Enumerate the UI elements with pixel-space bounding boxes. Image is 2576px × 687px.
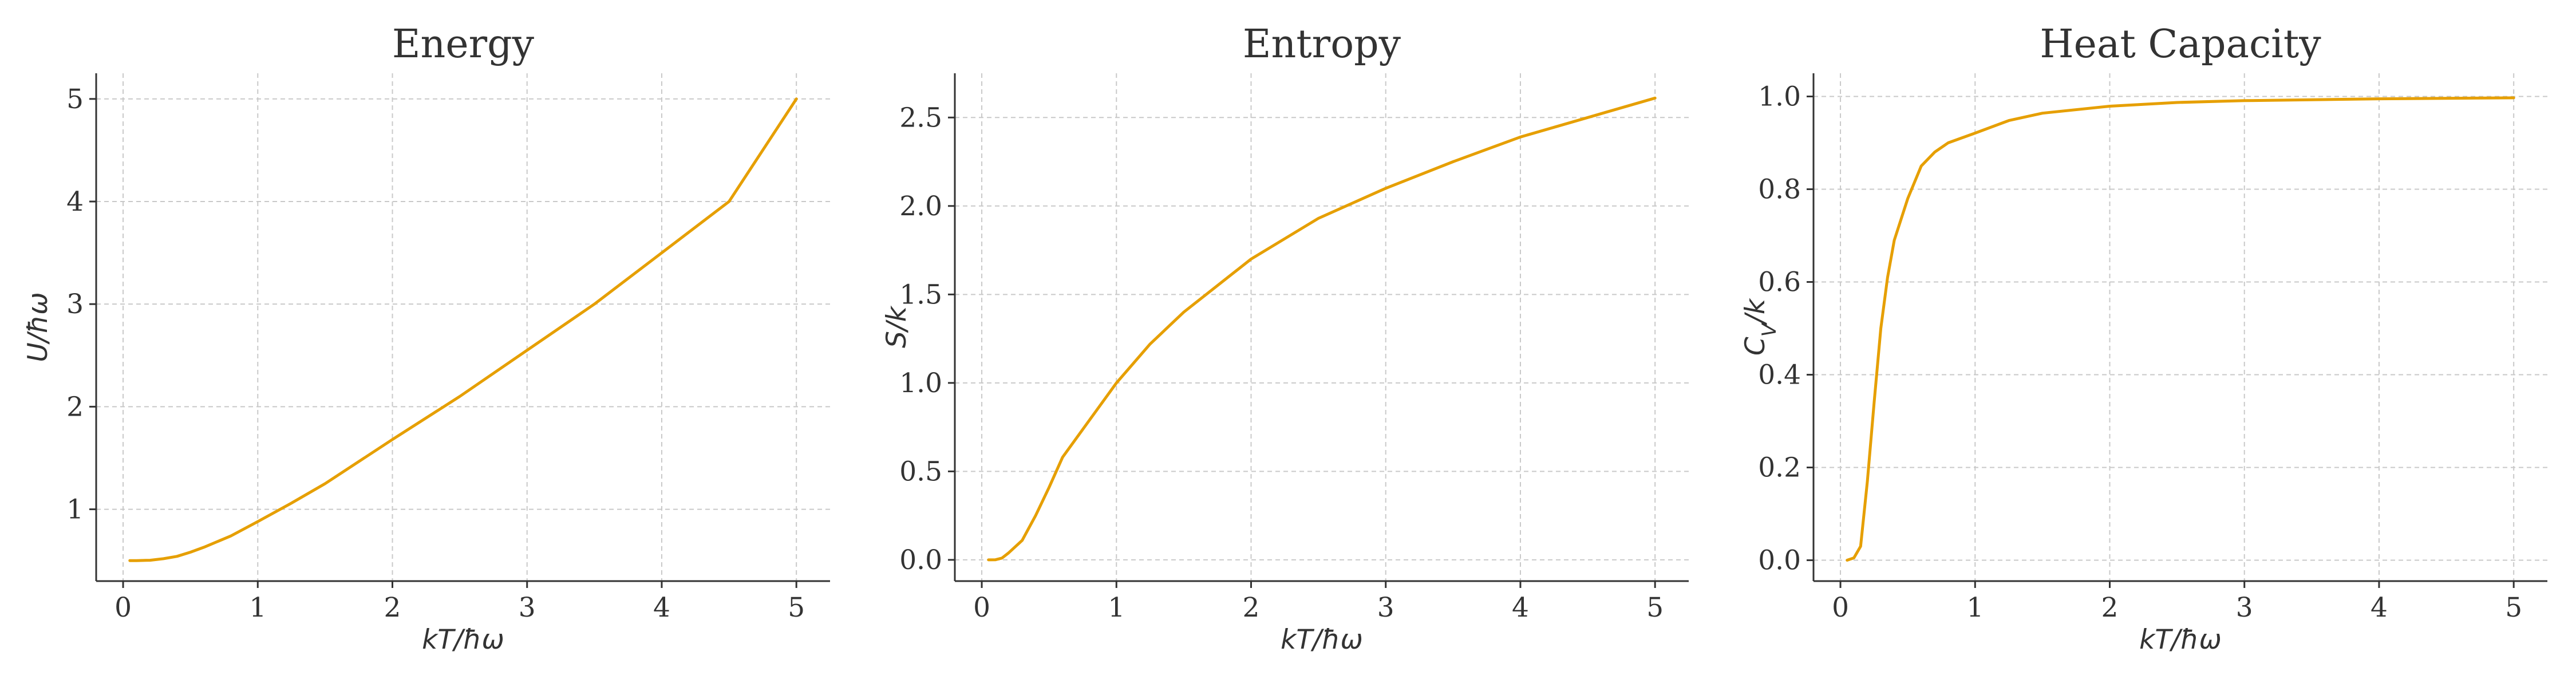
y-tick-label: 3 <box>66 289 84 320</box>
x-tick-label: 0 <box>114 592 132 623</box>
grid <box>955 73 1689 581</box>
y-tick-label: 5 <box>66 84 84 115</box>
x-tick-label: 4 <box>1512 592 1529 623</box>
y-tick-label: 1 <box>66 494 84 526</box>
y-tick-label: 1.5 <box>899 279 942 310</box>
x-axis-label: kT/ħω <box>1281 624 1363 656</box>
x-axis-label: kT/ħω <box>422 624 504 656</box>
x-tick-label: 1 <box>1108 592 1125 623</box>
x-tick-label: 5 <box>788 592 805 623</box>
y-tick-label: 4 <box>66 186 84 218</box>
x-tick-label: 1 <box>1966 592 1984 623</box>
x-tick-label: 0 <box>1832 592 1849 623</box>
x-tick-label: 2 <box>2101 592 2119 623</box>
x-tick-label: 4 <box>653 592 670 623</box>
y-tick-label: 1.0 <box>899 368 942 399</box>
y-tick-label: 0.0 <box>899 544 942 576</box>
y-tick-label: 2.0 <box>899 191 942 222</box>
heat-capacity-panel: 0 1 2 3 4 5 0.0 0.2 0.4 0.6 0.8 1.0 Heat Capacity kT/… <box>1740 22 2547 656</box>
grid <box>96 73 830 581</box>
x-tick-label: 3 <box>519 592 536 623</box>
y-tick-label: 0.6 <box>1758 267 1801 298</box>
y-axis-label: CV/k <box>1740 298 1781 356</box>
x-tick-label: 2 <box>384 592 401 623</box>
energy-panel: 0 1 2 3 4 5 1 2 3 4 5 Energy kT/ħω U/ħω <box>22 22 830 656</box>
series-line <box>128 97 798 562</box>
x-tick-label: 4 <box>2370 592 2388 623</box>
y-axis-label: U/ħω <box>22 292 54 362</box>
chart-title: Heat Capacity <box>2040 22 2321 67</box>
y-tick-label: 0.8 <box>1758 174 1801 206</box>
y-tick-label: 0.5 <box>899 456 942 487</box>
chart-title: Entropy <box>1243 22 1401 67</box>
series-line <box>1846 96 2515 562</box>
y-tick-label: 0.4 <box>1758 360 1801 391</box>
y-tick-label: 0.0 <box>1758 545 1801 577</box>
x-tick-label: 5 <box>2505 592 2522 623</box>
x-tick-label: 2 <box>1243 592 1260 623</box>
y-tick-label: 2.5 <box>899 102 942 133</box>
y-tick-label: 0.2 <box>1758 452 1801 484</box>
y-tick-label: 2 <box>66 391 84 423</box>
x-tick-label: 3 <box>1377 592 1394 623</box>
y-axis-label: S/k <box>881 305 912 348</box>
series-line <box>987 96 1657 562</box>
entropy-panel: 0 1 2 3 4 5 0.0 0.5 1.0 1.5 2.0 2.5 Entropy kT/ħω S/k <box>881 22 1689 656</box>
x-axis-label: kT/ħω <box>2139 624 2222 656</box>
x-tick-label: 0 <box>973 592 990 623</box>
grid <box>1814 73 2547 581</box>
chart-title: Energy <box>392 22 535 67</box>
y-tick-label: 1.0 <box>1758 81 1801 113</box>
x-tick-label: 1 <box>249 592 266 623</box>
x-tick-label: 3 <box>2236 592 2253 623</box>
x-tick-label: 5 <box>1646 592 1664 623</box>
